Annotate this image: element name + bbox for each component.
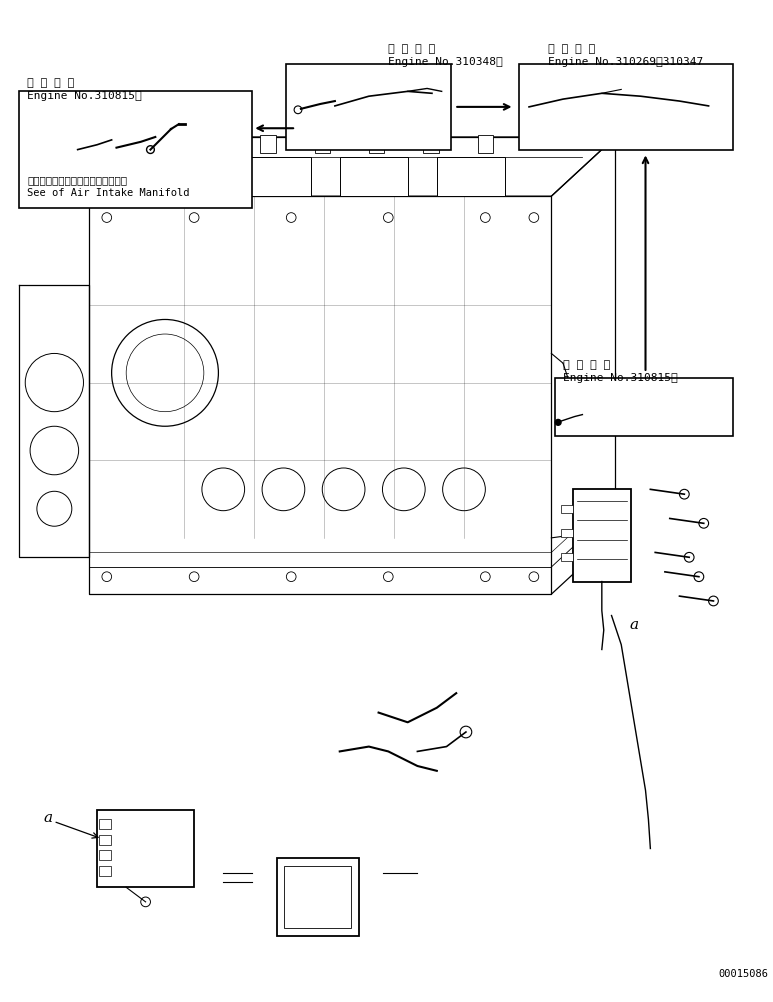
Text: a: a (44, 810, 53, 824)
Text: 適 用 号 機
Engine No.310815～: 適 用 号 機 Engine No.310815～ (563, 360, 678, 383)
Text: 適 用 号 機
Engine No.310348～: 適 用 号 機 Engine No.310348～ (388, 44, 503, 67)
Text: 適 用 号 機
Engine No.310269～310347: 適 用 号 機 Engine No.310269～310347 (548, 44, 703, 67)
Bar (19, 92, 252, 208)
Bar (99, 851, 111, 861)
Bar (478, 136, 493, 153)
Bar (97, 810, 194, 888)
Bar (561, 530, 573, 537)
Bar (555, 379, 733, 437)
Bar (206, 136, 221, 153)
Bar (99, 835, 111, 845)
Bar (243, 158, 311, 197)
Bar (277, 859, 359, 936)
Bar (561, 505, 573, 513)
Bar (437, 158, 505, 197)
Text: 適 用 号 機
Engine No.310815～: 適 用 号 機 Engine No.310815～ (27, 78, 142, 101)
Text: エアーインテークマニホールド参照
See of Air Intake Manifold: エアーインテークマニホールド参照 See of Air Intake Manif… (27, 174, 189, 197)
Bar (284, 866, 352, 928)
Bar (340, 158, 407, 197)
Bar (369, 136, 384, 153)
Bar (561, 554, 573, 561)
Bar (261, 136, 276, 153)
Text: a: a (629, 618, 638, 632)
Bar (424, 136, 439, 153)
Bar (519, 65, 733, 150)
Bar (99, 820, 111, 830)
Bar (286, 65, 451, 150)
Bar (315, 136, 330, 153)
Text: 00015086: 00015086 (718, 968, 768, 978)
Circle shape (555, 420, 561, 426)
Bar (99, 866, 111, 876)
Bar (573, 490, 631, 582)
